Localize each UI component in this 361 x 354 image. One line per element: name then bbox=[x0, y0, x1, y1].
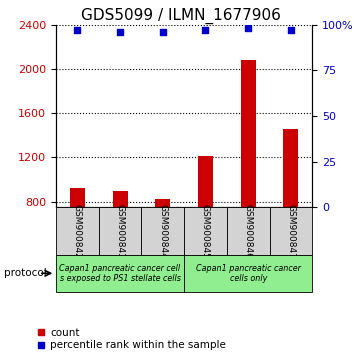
Bar bbox=[184, 207, 227, 255]
Bar bbox=[198, 156, 213, 290]
Text: GSM900847: GSM900847 bbox=[286, 204, 295, 258]
Bar bbox=[70, 188, 85, 290]
Point bbox=[288, 27, 294, 33]
Point bbox=[160, 29, 166, 35]
Bar bbox=[155, 199, 170, 290]
Text: GDS5099 / ILMN_1677906: GDS5099 / ILMN_1677906 bbox=[81, 8, 280, 24]
Bar bbox=[113, 190, 127, 290]
Point bbox=[117, 29, 123, 35]
Bar bbox=[283, 129, 299, 290]
Bar bbox=[99, 207, 142, 255]
Point bbox=[203, 27, 208, 33]
Bar bbox=[184, 255, 312, 292]
Bar bbox=[56, 255, 184, 292]
Text: Capan1 pancreatic cancer cell
s exposed to PS1 stellate cells: Capan1 pancreatic cancer cell s exposed … bbox=[60, 264, 180, 283]
Text: Capan1 pancreatic cancer
cells only: Capan1 pancreatic cancer cells only bbox=[196, 264, 301, 283]
Bar bbox=[56, 207, 99, 255]
Text: GSM900846: GSM900846 bbox=[244, 204, 253, 258]
Text: protocol: protocol bbox=[4, 268, 46, 279]
Bar bbox=[142, 207, 184, 255]
Bar bbox=[270, 207, 312, 255]
Legend: count, percentile rank within the sample: count, percentile rank within the sample bbox=[38, 328, 226, 350]
Point bbox=[245, 25, 251, 31]
Bar bbox=[241, 60, 256, 290]
Text: GSM900845: GSM900845 bbox=[201, 204, 210, 258]
Text: GSM900843: GSM900843 bbox=[116, 204, 125, 258]
Text: GSM900844: GSM900844 bbox=[158, 204, 167, 258]
Bar bbox=[227, 207, 270, 255]
Text: GSM900842: GSM900842 bbox=[73, 204, 82, 258]
Point bbox=[74, 27, 80, 33]
